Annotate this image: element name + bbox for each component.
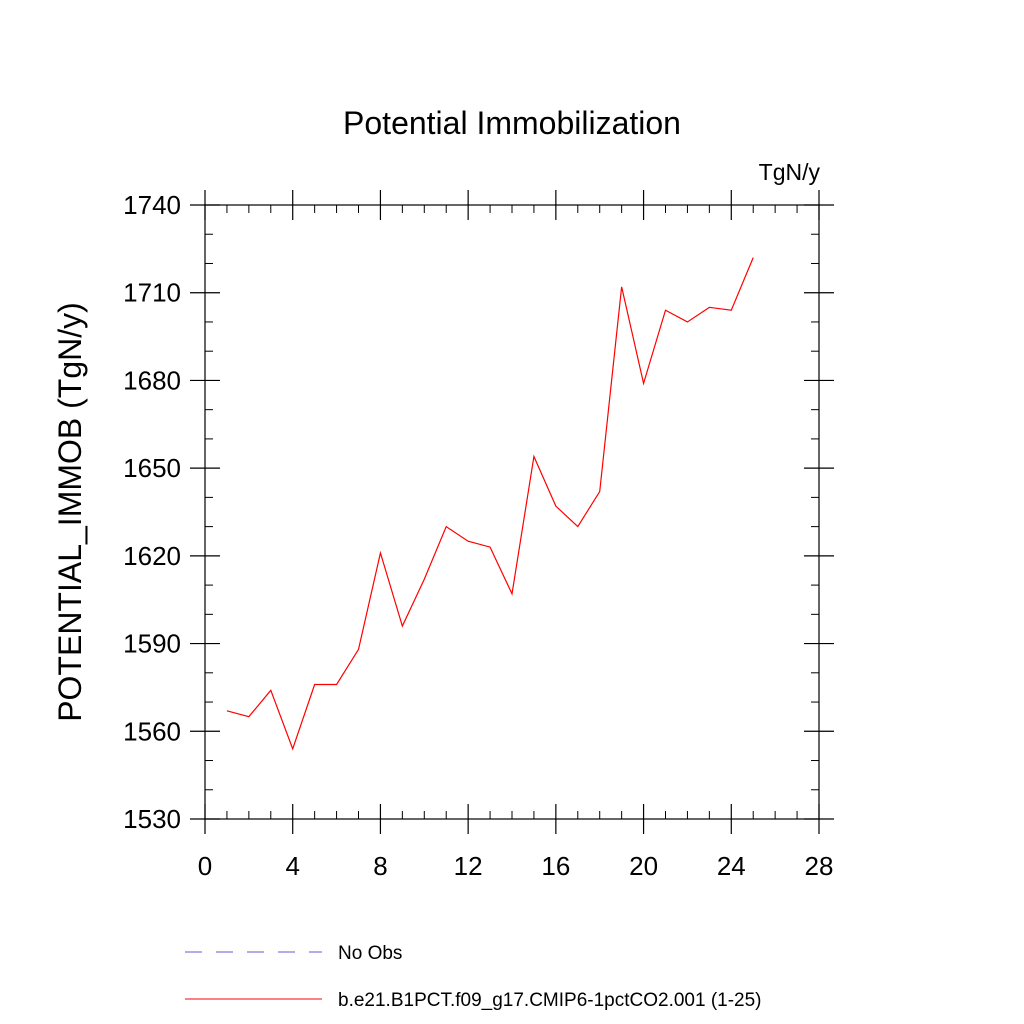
y-axis-label: POTENTIAL_IMMOB (TgN/y)	[52, 302, 88, 722]
x-tick-label: 24	[717, 851, 746, 881]
x-tick-label: 20	[629, 851, 658, 881]
y-tick-label: 1620	[123, 541, 181, 571]
y-tick-label: 1650	[123, 453, 181, 483]
x-tick-label: 12	[454, 851, 483, 881]
axis-tick-labels: 0 4 8 12 16 20 24 28153015601590162016501680171…	[123, 190, 833, 881]
x-tick-label: 16	[541, 851, 570, 881]
x-tick-label: 28	[805, 851, 834, 881]
y-tick-label: 1680	[123, 365, 181, 395]
chart-title: Potential Immobilization	[343, 105, 681, 141]
series-lines	[226, 257, 754, 751]
y-tick-label: 1740	[123, 190, 181, 220]
x-tick-label: 0	[198, 851, 212, 881]
units-label: TgN/y	[759, 159, 821, 185]
y-tick-label: 1530	[123, 804, 181, 834]
x-tick-label: 8	[373, 851, 387, 881]
legend-label: b.e21.B1PCT.f09_g17.CMIP6-1pctCO2.001 (1…	[338, 990, 762, 1011]
plot-frame	[204, 204, 820, 820]
series-line	[226, 257, 754, 751]
y-tick-label: 1590	[123, 629, 181, 659]
legend-label: No Obs	[338, 943, 402, 964]
legend: No Obs b.e21.B1PCT.f09_g17.CMIP6-1pctCO2.…	[185, 943, 762, 1011]
x-tick-label: 4	[285, 851, 299, 881]
axis-ticks	[190, 190, 834, 834]
y-tick-label: 1560	[123, 716, 181, 746]
y-tick-label: 1710	[123, 278, 181, 308]
